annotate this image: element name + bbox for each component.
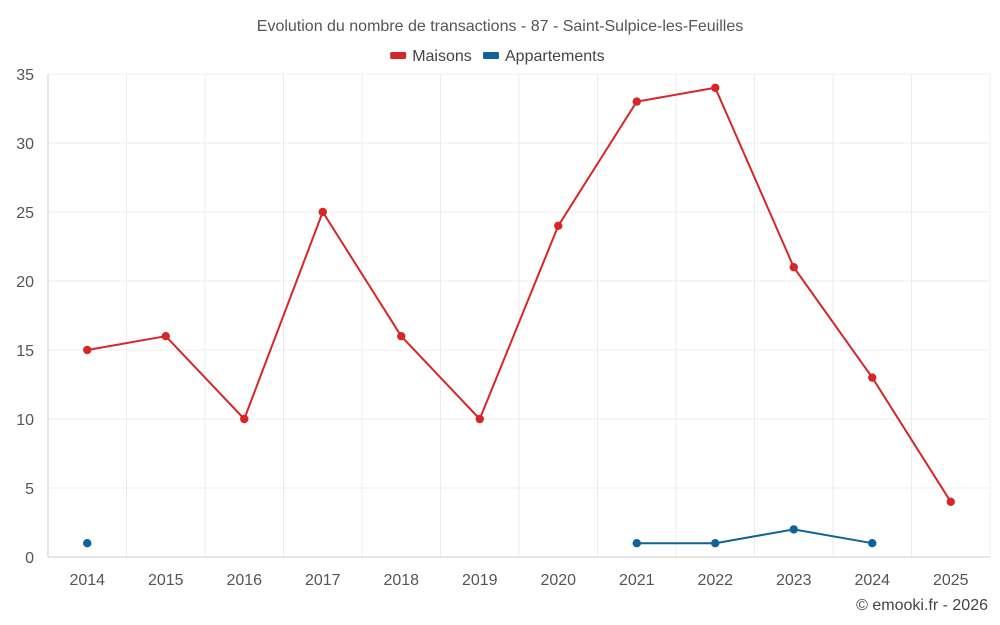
legend-item-maisons[interactable]: Maisons [390,48,472,65]
x-tick-label: 2022 [697,572,733,589]
chart-title: Evolution du nombre de transactions - 87… [257,18,743,35]
data-point[interactable] [789,525,798,534]
data-point[interactable] [240,414,249,424]
legend-label: Appartements [505,48,605,65]
data-point[interactable] [632,539,641,548]
y-tick-label: 5 [25,481,34,498]
data-point[interactable] [83,345,92,355]
data-point[interactable] [711,539,720,548]
y-tick-label: 15 [16,343,34,360]
x-tick-label: 2016 [226,572,262,589]
x-tick-label: 2020 [540,572,576,589]
data-point[interactable] [475,414,484,424]
data-point[interactable] [711,83,720,93]
x-tick-label: 2021 [619,572,655,589]
series-appartements [83,525,877,548]
x-tick-label: 2023 [776,572,812,589]
data-point[interactable] [161,332,170,341]
data-point[interactable] [789,263,798,272]
y-tick-label: 25 [16,205,34,222]
data-point[interactable] [397,332,406,341]
y-tick-label: 10 [16,412,34,429]
legend: Maisons Appartements [390,48,605,65]
grid [47,73,991,557]
x-tick-label: 2018 [383,572,419,589]
x-tick-label: 2014 [69,572,105,589]
series-maisons [83,83,955,506]
x-tick-label: 2017 [305,572,341,589]
data-point[interactable] [868,373,877,382]
series-line [636,528,873,545]
x-tick-label: 2019 [462,572,498,589]
credit-text: © emooki.fr - 2026 [856,597,988,614]
data-point[interactable] [946,497,955,506]
legend-swatch [390,52,407,59]
series-line [87,86,952,503]
y-tick-label: 35 [16,67,34,84]
legend-label: Maisons [412,48,472,65]
data-point[interactable] [318,207,327,217]
x-tick-label: 2025 [933,572,969,589]
data-point[interactable] [868,539,877,548]
data-point[interactable] [554,221,563,230]
legend-item-appartements[interactable]: Appartements [483,48,605,65]
x-tick-label: 2024 [854,572,890,589]
data-point[interactable] [83,539,92,548]
series-layer [83,83,955,548]
y-tick-label: 0 [25,550,34,567]
y-tick-label: 20 [16,274,34,291]
legend-swatch [483,52,499,59]
y-tick-label: 30 [16,136,34,153]
x-tick-label: 2015 [148,572,184,589]
data-point[interactable] [632,97,641,106]
